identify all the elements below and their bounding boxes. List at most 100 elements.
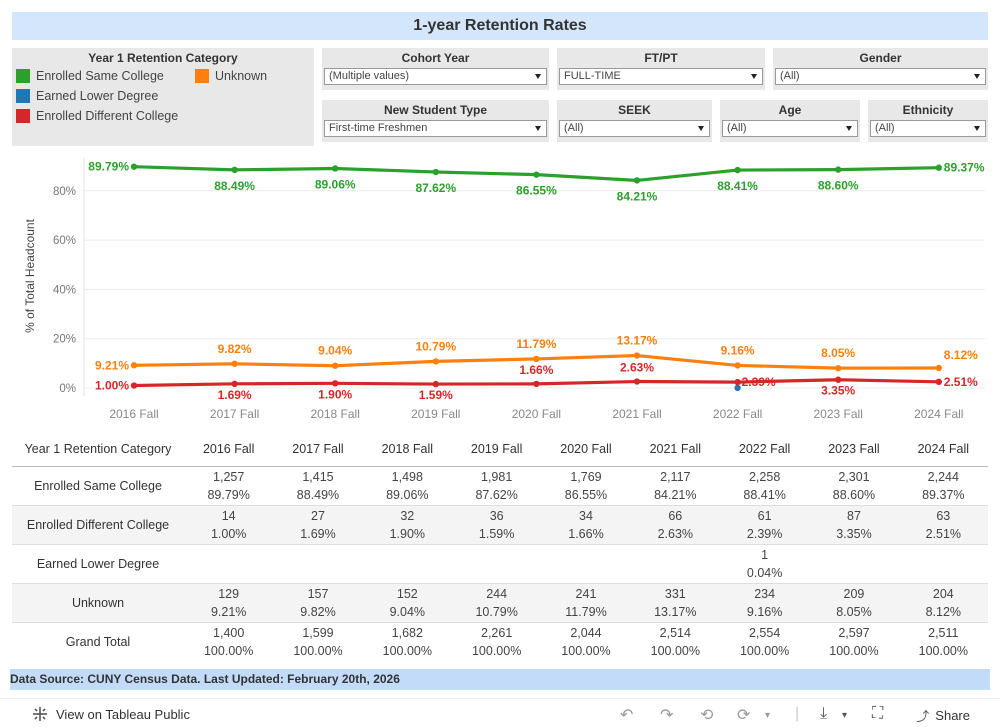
fullscreen-icon[interactable]: ⛶	[872, 705, 884, 722]
table-cell: 1,400 100.00%	[184, 622, 273, 661]
table-cell	[362, 544, 452, 584]
table-cell: 34 1.66%	[541, 505, 631, 545]
ft-pt-dropdown[interactable]: FULL-TIME	[559, 68, 763, 85]
data-label: 9.82%	[218, 342, 252, 356]
legend-item-earned-lower-degree[interactable]: Earned Lower Degree	[16, 89, 158, 103]
chart-gridlines	[84, 190, 985, 389]
table-row: Earned Lower Degree 1 0.04%	[12, 544, 988, 584]
table-header-year: 2021 Fall	[630, 432, 720, 467]
table-header-year: 2020 Fall	[541, 432, 631, 467]
revert-icon[interactable]: ⟲	[700, 707, 714, 724]
ethnicity-dropdown[interactable]: (All)	[870, 120, 986, 137]
x-tick-label: 2019 Fall	[411, 407, 460, 421]
redo-icon[interactable]: ↷	[660, 707, 674, 724]
cell-percent: 89.06%	[386, 487, 429, 502]
cell-percent: 84.21%	[654, 487, 697, 502]
legend-swatch-green	[16, 69, 30, 83]
table-cell: 1,599 100.00%	[273, 622, 362, 661]
chart-axes: 0% 20% 40% 60% 80% % of Total Headcount 2016 F…	[23, 158, 963, 421]
cohort-year-dropdown[interactable]: (Multiple values)	[324, 68, 547, 85]
refresh-icon[interactable]: ⟳	[737, 707, 751, 724]
x-tick-label: 2018 Fall	[311, 407, 360, 421]
legend-panel: Year 1 Retention Category Enrolled Same …	[12, 48, 314, 146]
data-label: 1.69%	[218, 388, 252, 402]
table-cell: 2,514 100.00%	[631, 622, 720, 661]
dropdown-value: First-time Freshmen	[329, 122, 428, 134]
filter-ethnicity: Ethnicity (All)	[868, 100, 988, 142]
legend-item-unknown[interactable]: Unknown	[195, 69, 267, 83]
share-button[interactable]: ⤴ Share	[916, 706, 970, 725]
data-label: 9.04%	[318, 344, 352, 358]
table-header-year: 2017 Fall	[273, 432, 363, 467]
gender-dropdown[interactable]: (All)	[775, 68, 986, 85]
cell-percent: 10.79%	[475, 604, 518, 619]
table-cell: 129 9.21%	[184, 583, 274, 623]
data-point	[332, 362, 339, 369]
data-label: 13.17%	[617, 334, 658, 348]
view-on-tableau-link[interactable]: View on Tableau Public	[32, 706, 190, 722]
chevron-down-icon[interactable]: ▾	[765, 710, 771, 721]
data-point	[633, 352, 641, 359]
x-tick-label: 2024 Fall	[914, 407, 963, 421]
age-dropdown[interactable]: (All)	[722, 120, 858, 137]
undo-icon[interactable]: ↶	[620, 707, 634, 724]
table-cell: 1,415 88.49%	[273, 466, 363, 506]
table-cell: 1,981 87.62%	[451, 466, 542, 506]
cell-percent: 8.12%	[925, 604, 962, 619]
chevron-down-icon	[846, 126, 852, 131]
legend-label: Unknown	[215, 69, 268, 83]
legend-item-enrolled-same-college[interactable]: Enrolled Same College	[16, 69, 164, 83]
table-header-year: 2022 Fall	[719, 432, 810, 467]
table-header-row: Year 1 Retention Category 2016 Fall 2017 …	[12, 432, 988, 467]
legend-label: Earned Lower Degree	[36, 89, 159, 103]
data-label: 88.49%	[214, 179, 255, 193]
legend-item-enrolled-different-college[interactable]: Enrolled Different College	[16, 109, 178, 123]
filter-age: Age (All)	[720, 100, 860, 142]
table-cell	[809, 544, 899, 584]
x-tick-label: 2020 Fall	[512, 407, 561, 421]
seek-dropdown[interactable]: (All)	[559, 120, 710, 137]
legend-swatch-orange	[195, 69, 209, 83]
y-tick-label: 0%	[59, 383, 76, 395]
data-source-note: Data Source: CUNY Census Data. Last Upda…	[10, 669, 990, 690]
cell-count: 1,599	[302, 625, 334, 640]
data-point	[734, 384, 741, 392]
retention-line-chart[interactable]: 0% 20% 40% 60% 80% % of Total Headcount 2016 F…	[0, 150, 1000, 430]
filter-label: Age	[778, 103, 802, 117]
chevron-down-icon	[974, 74, 980, 79]
table-row: Unknown 129 9.21% 157 9.82% 152 9.04% 244 10.79%…	[12, 583, 988, 623]
dropdown-value: (All)	[564, 122, 584, 134]
cell-count: 241	[575, 586, 597, 601]
table-cell: 2,258 88.41%	[719, 466, 810, 506]
table-cell: 1,498 89.06%	[362, 466, 452, 506]
cell-percent: 3.35%	[836, 526, 872, 541]
chevron-down-icon	[698, 126, 704, 131]
download-icon[interactable]: ⤓	[820, 705, 828, 722]
data-point	[734, 378, 741, 386]
table-cell: 1 0.04%	[719, 544, 810, 584]
cell-percent: 13.17%	[654, 604, 697, 619]
chevron-down-icon	[535, 126, 541, 131]
data-label: 1.90%	[318, 387, 352, 401]
row-label: Enrolled Same College	[12, 466, 184, 506]
dropdown-value: (Multiple values)	[329, 70, 410, 82]
cell-count: 331	[664, 586, 686, 601]
cell-count: 2,044	[570, 625, 602, 640]
cell-count: 1,981	[481, 469, 513, 484]
new-student-type-dropdown[interactable]: First-time Freshmen	[324, 120, 547, 137]
cell-percent: 88.41%	[743, 487, 786, 502]
y-tick-label: 60%	[53, 235, 76, 247]
table-cell: 244 10.79%	[451, 583, 542, 623]
cell-percent: 88.49%	[296, 487, 340, 502]
data-point	[835, 166, 842, 173]
data-label: 8.05%	[821, 346, 855, 360]
cell-count: 2,514	[659, 625, 691, 640]
row-label: Grand Total	[65, 634, 131, 649]
cell-count: 2,244	[927, 469, 959, 484]
data-label: 1.59%	[419, 388, 453, 402]
table-cell: 63 2.51%	[898, 505, 988, 545]
chevron-down-icon[interactable]: ▾	[842, 710, 848, 721]
table-header-year: 2019 Fall	[451, 432, 542, 467]
dropdown-value: FULL-TIME	[564, 70, 621, 82]
data-label: 87.62%	[415, 181, 456, 195]
